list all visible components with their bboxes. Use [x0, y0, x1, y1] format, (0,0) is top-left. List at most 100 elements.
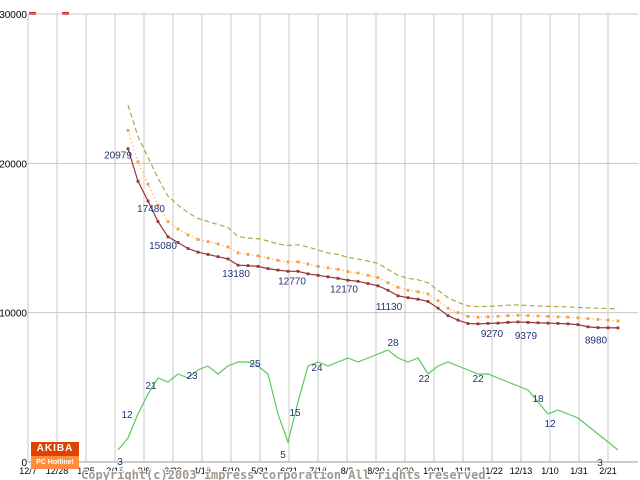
- marker-avg-price: [276, 259, 280, 262]
- marker-min-price: [606, 326, 610, 330]
- marker-min-price: [206, 253, 210, 256]
- marker-min-price: [316, 273, 320, 277]
- marker-min-price: [526, 320, 530, 324]
- marker-avg-price: [566, 315, 570, 319]
- marker-avg-price: [136, 160, 140, 164]
- marker-min-price: [326, 275, 330, 279]
- marker-min-price: [546, 321, 550, 325]
- marker-min-price: [176, 241, 180, 244]
- count-label: 12: [544, 419, 556, 430]
- marker-min-price: [396, 294, 400, 298]
- count-label: 3: [117, 457, 123, 468]
- series-max-price: [127, 104, 619, 310]
- marker-min-price: [366, 282, 370, 285]
- marker-min-price: [136, 179, 140, 183]
- price-label: 12170: [330, 284, 358, 295]
- marker-avg-price: [496, 315, 500, 318]
- marker-avg-price: [296, 260, 300, 264]
- count-label: 21: [145, 381, 157, 392]
- count-label: 25: [249, 359, 261, 370]
- marker-avg-price: [506, 314, 510, 318]
- count-label: 23: [186, 371, 198, 382]
- marker-min-price: [566, 322, 570, 326]
- marker-avg-price: [146, 182, 150, 186]
- marker-avg-price: [446, 306, 450, 310]
- marker-avg-price: [286, 260, 290, 264]
- price-label: 11130: [376, 302, 403, 313]
- x-tick-label: 6/21: [280, 466, 298, 476]
- marker-min-price: [576, 323, 580, 327]
- x-tick-label: 7/12: [309, 466, 327, 476]
- marker-min-price: [296, 269, 300, 273]
- y-tick-label: 10000: [0, 309, 27, 320]
- marker-avg-price: [196, 238, 200, 241]
- count-label: 15: [289, 408, 301, 419]
- marker-min-price: [506, 320, 510, 324]
- marker-avg-price: [266, 256, 270, 260]
- marker-min-price: [456, 318, 460, 322]
- count-label: 24: [311, 363, 323, 374]
- marker-avg-price: [166, 220, 170, 223]
- x-tick-label: 3/29: [164, 466, 182, 476]
- marker-avg-price: [426, 292, 430, 296]
- marker-min-price: [476, 322, 480, 326]
- marker-avg-price: [356, 271, 360, 275]
- marker-avg-price: [586, 317, 590, 321]
- marker-avg-price: [556, 315, 560, 319]
- marker-avg-price: [206, 240, 210, 244]
- marker-avg-price: [416, 290, 420, 294]
- copyright-line1: Copyright(c)2003 impress corporation All…: [81, 468, 493, 480]
- marker-avg-price: [386, 281, 390, 285]
- marker-min-price: [346, 278, 350, 282]
- price-label: 13180: [222, 269, 250, 280]
- marker-min-price: [436, 306, 440, 310]
- marker-min-price: [376, 284, 380, 288]
- price-label: 17480: [137, 204, 165, 215]
- y-tick-label: 0: [21, 458, 27, 469]
- marker-avg-price: [536, 314, 540, 318]
- marker-avg-price: [236, 251, 240, 255]
- price-label: 9270: [481, 329, 504, 340]
- marker-min-price: [256, 264, 260, 268]
- marker-avg-price: [376, 276, 380, 279]
- x-tick-label: 5/31: [251, 466, 269, 476]
- count-label: 5: [280, 450, 286, 461]
- marker-avg-price: [486, 315, 490, 319]
- akiba-logo: AKIBA PC Hotline!: [31, 442, 79, 469]
- count-label: 18: [532, 394, 544, 405]
- marker-min-price: [126, 147, 130, 151]
- marker-min-price: [266, 267, 270, 271]
- marker-avg-price: [256, 254, 260, 258]
- x-tick-label: 12/13: [510, 466, 533, 476]
- marker-min-price: [246, 264, 250, 268]
- x-tick-label: 8/2: [341, 466, 354, 476]
- akiba-logo-bottom: PC Hotline!: [31, 456, 79, 469]
- marker-avg-price: [226, 245, 230, 249]
- series-min-price: [127, 148, 619, 329]
- x-tick-label: 11/22: [481, 466, 503, 476]
- count-label: 28: [387, 338, 399, 349]
- copyright-watermark: Copyright(c)2003 impress corporation All…: [81, 443, 493, 480]
- price-label: 15080: [149, 241, 177, 252]
- marker-avg-price: [306, 262, 310, 266]
- count-label: 12: [121, 410, 133, 421]
- price-label: 8980: [585, 336, 608, 347]
- x-tick-label: 10/11: [423, 466, 445, 476]
- price-label: 20979: [104, 151, 132, 162]
- marker-avg-price: [346, 270, 350, 273]
- marker-avg-price: [526, 314, 530, 318]
- marker-min-price: [276, 268, 280, 272]
- marker-min-price: [166, 235, 170, 239]
- marker-min-price: [596, 326, 600, 329]
- marker-avg-price: [436, 299, 440, 303]
- marker-avg-price: [316, 264, 320, 268]
- marker-avg-price: [246, 253, 250, 256]
- count-label: 3: [597, 458, 603, 469]
- x-tick-label: 4/19: [193, 466, 211, 476]
- marker-avg-price: [476, 315, 480, 319]
- y-tick-label: 30000: [0, 10, 27, 21]
- marker-min-price: [586, 325, 590, 329]
- x-tick-label: 1/10: [541, 466, 559, 476]
- marker-avg-price: [186, 233, 190, 237]
